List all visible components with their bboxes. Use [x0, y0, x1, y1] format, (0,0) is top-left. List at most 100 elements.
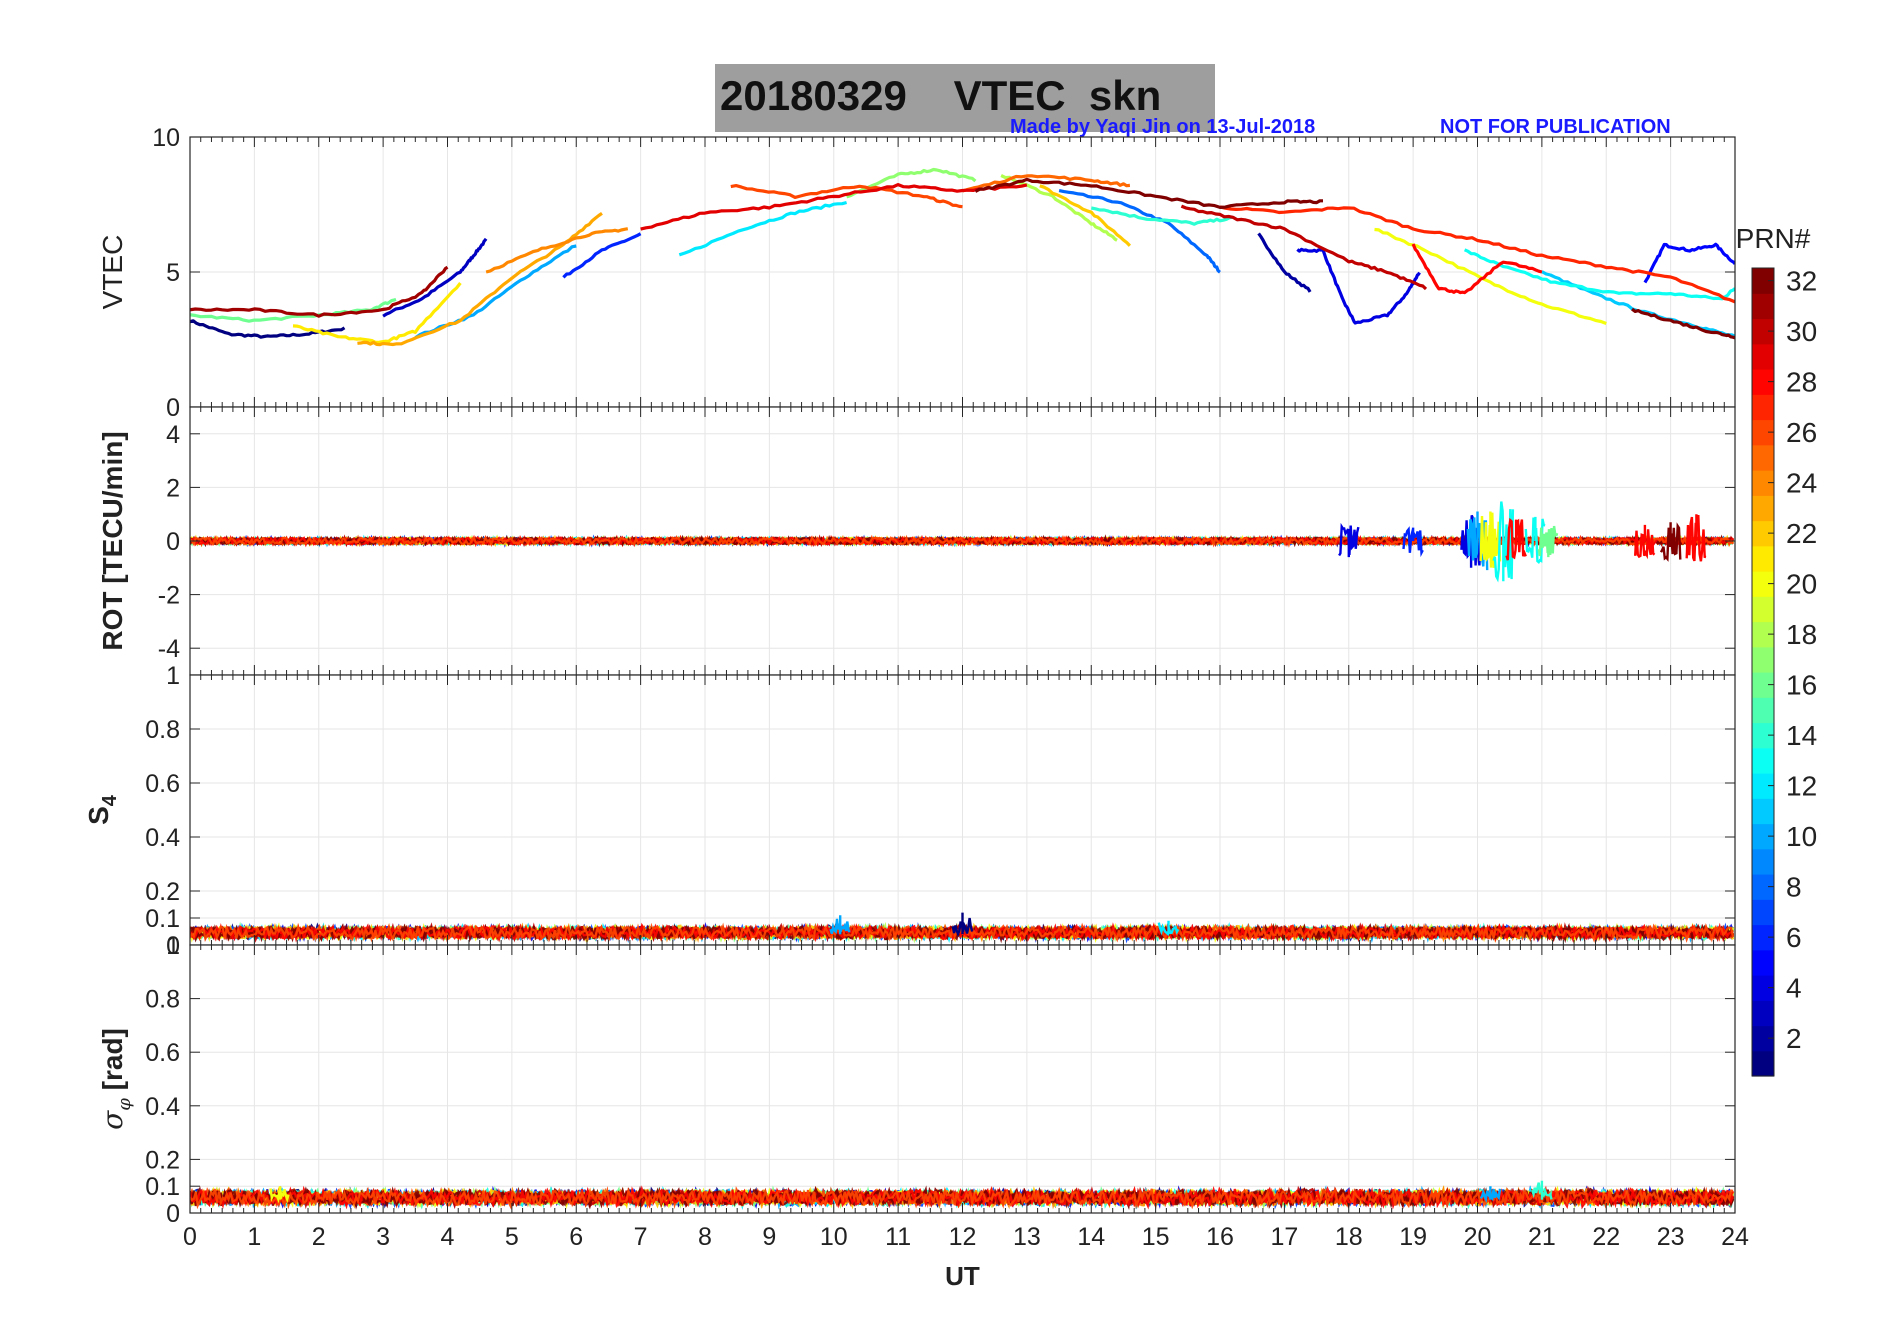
y-tick-label: 0.1 [145, 1173, 180, 1201]
colorbar-tick-label: 16 [1786, 670, 1817, 701]
x-tick-label: 7 [634, 1223, 648, 1251]
vtec-trace-prn-30 [1180, 204, 1428, 291]
colorbar-label: PRN# [1736, 223, 1811, 254]
vtec-trace-prn-31 [190, 265, 449, 318]
y-tick-label: 5 [166, 259, 180, 287]
x-ticks [189, 137, 1736, 407]
colorbar-frame [1751, 267, 1775, 1077]
vtec-trace-prn-3 [382, 237, 488, 318]
y-tick-label: 4 [166, 421, 180, 449]
spike-prn-13 [1492, 501, 1515, 583]
colorbar-band [1752, 444, 1774, 471]
y-tick-label: 0.8 [145, 716, 180, 744]
x-tick-label: 20 [1464, 1223, 1492, 1251]
x-tick-label: 18 [1335, 1223, 1363, 1251]
spike-prn-4 [1338, 522, 1360, 558]
x-tick-label: 22 [1592, 1223, 1620, 1251]
y-tick-label: 1 [166, 932, 180, 960]
vtec-trace-prn-8 [1058, 189, 1221, 274]
spike-prn-28 [1505, 517, 1527, 561]
spike-prn-16 [1537, 525, 1559, 558]
x-tick-label: 5 [505, 1223, 519, 1251]
y-tick-label: 0 [166, 394, 180, 422]
x-tick-label: 0 [183, 1223, 197, 1251]
colorbar-tick-label: 32 [1786, 266, 1817, 297]
x-tick-label: 8 [698, 1223, 712, 1251]
x-tick-label: 21 [1528, 1223, 1556, 1251]
x-tick-label: 10 [820, 1223, 848, 1251]
colorbar-band [1752, 798, 1774, 825]
x-tick-label: 9 [762, 1223, 776, 1251]
y-axis-label: VTEC [97, 235, 128, 310]
colorbar-band [1752, 1025, 1774, 1052]
colorbar-band [1752, 394, 1774, 421]
vtec-trace-prn-14 [1091, 206, 1234, 226]
y-tick-label: -4 [158, 635, 180, 663]
colorbar-band [1752, 672, 1774, 698]
colorbar-tick-label: 28 [1786, 367, 1817, 398]
colorbar-band [1752, 773, 1774, 799]
credit-notice: NOT FOR PUBLICATION [1440, 116, 1671, 138]
x-tick-label: 16 [1206, 1223, 1234, 1251]
colorbar-band [1752, 343, 1774, 370]
vtec-trace-prn-12 [678, 200, 848, 257]
colorbar-tick-label: 10 [1786, 821, 1817, 852]
x-tick-label: 17 [1270, 1223, 1298, 1251]
title-box [715, 64, 1215, 132]
y-label-part: S [83, 806, 114, 825]
colorbar-band [1752, 899, 1774, 926]
y-tick-label: 0.6 [145, 1039, 180, 1067]
x-tick-label: 6 [569, 1223, 583, 1251]
vtec-trace-prn-28 [1411, 243, 1543, 295]
colorbar-band [1752, 1000, 1774, 1027]
x-ticks [189, 407, 1736, 675]
colorbar-tick-label: 6 [1786, 922, 1802, 953]
x-tick-label: 19 [1399, 1223, 1427, 1251]
vtec-trace-prn-26 [730, 184, 963, 209]
colorbar-band [1752, 823, 1774, 850]
colorbar-band [1752, 975, 1774, 1001]
vtec-trace-prn-25 [962, 174, 1131, 193]
colorbar-tick-label: 2 [1786, 1023, 1802, 1054]
colorbar-band [1752, 495, 1774, 522]
vtec-trace-prn-6 [562, 232, 642, 279]
y-axis-label: ROT [TECU/min] [97, 431, 128, 650]
x-axis-label: UT [945, 1261, 980, 1291]
chart-title: 20180329 VTEC skn [720, 72, 1161, 120]
data-layer [190, 1180, 1735, 1211]
colorbar-tick-label: 14 [1786, 720, 1817, 751]
colorbar-band [1752, 747, 1774, 774]
grid [190, 944, 1735, 1214]
x-tick-label: 12 [949, 1223, 977, 1251]
vtec-trace-prn-32 [974, 177, 1323, 209]
colorbar-band [1752, 419, 1774, 446]
x-tick-label: 15 [1142, 1223, 1170, 1251]
colorbar-tick-label: 30 [1786, 316, 1817, 347]
y-label-sub: φ [114, 1098, 135, 1111]
colorbar-tick-label: 22 [1786, 518, 1817, 549]
spike-prn-6 [1402, 526, 1424, 558]
colorbar-tick-label: 18 [1786, 619, 1817, 650]
title-label: VTEC skn [953, 72, 1162, 119]
colorbar-tick-label: 12 [1786, 771, 1817, 802]
spike-prn-20 [1479, 511, 1502, 568]
colorbar-band [1752, 545, 1774, 572]
y-label-sub: 4 [99, 794, 121, 806]
colorbar-band [1752, 596, 1774, 623]
colorbar-band [1752, 848, 1774, 875]
colorbar-band [1752, 722, 1774, 749]
spike-prn-28 [1634, 524, 1656, 560]
vtec-trace-prn-5 [1643, 242, 1735, 284]
vtec-trace-prn-29 [640, 183, 1028, 231]
colorbar-band [1752, 369, 1774, 395]
colorbar-band [1752, 646, 1774, 673]
colorbar-band [1752, 293, 1774, 320]
y-tick-label: 0.1 [145, 905, 180, 933]
y-tick-label: 0.4 [145, 824, 180, 852]
colorbar-band [1752, 949, 1774, 976]
y-tick-label: 0 [166, 528, 180, 556]
spike-prn-14 [1531, 1180, 1553, 1200]
y-tick-label: 1 [166, 662, 180, 690]
